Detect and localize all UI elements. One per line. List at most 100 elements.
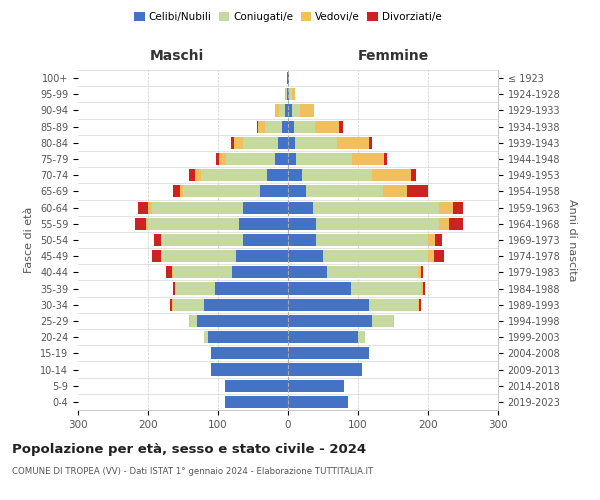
Bar bbox=[323, 250, 428, 262]
Bar bbox=[148, 218, 239, 230]
Bar bbox=[260, 186, 288, 198]
Bar bbox=[288, 250, 323, 262]
Bar bbox=[258, 120, 265, 132]
Bar bbox=[302, 169, 372, 181]
Bar bbox=[275, 153, 288, 165]
Bar bbox=[190, 315, 197, 327]
Bar bbox=[439, 218, 449, 230]
Bar bbox=[368, 137, 372, 149]
Bar bbox=[383, 186, 407, 198]
Bar bbox=[288, 186, 305, 198]
Bar bbox=[305, 186, 383, 198]
Bar bbox=[418, 298, 419, 311]
Bar bbox=[242, 202, 288, 213]
Bar bbox=[288, 315, 372, 327]
Bar bbox=[172, 298, 173, 311]
Bar bbox=[288, 234, 316, 246]
Bar bbox=[316, 234, 428, 246]
Bar bbox=[232, 266, 288, 278]
Bar bbox=[225, 396, 288, 408]
Bar bbox=[288, 72, 289, 84]
Bar bbox=[200, 169, 267, 181]
Bar bbox=[225, 380, 288, 392]
Bar bbox=[288, 169, 302, 181]
Text: Maschi: Maschi bbox=[150, 48, 204, 62]
Bar bbox=[154, 234, 161, 246]
Bar bbox=[162, 250, 235, 262]
Bar bbox=[151, 202, 242, 213]
Bar bbox=[288, 218, 316, 230]
Bar bbox=[288, 266, 326, 278]
Bar bbox=[287, 72, 288, 84]
Bar bbox=[288, 364, 361, 376]
Bar bbox=[242, 137, 277, 149]
Bar bbox=[287, 88, 288, 101]
Bar bbox=[288, 298, 368, 311]
Bar bbox=[289, 88, 292, 101]
Bar bbox=[235, 250, 288, 262]
Bar bbox=[137, 202, 148, 213]
Bar bbox=[358, 331, 365, 343]
Bar bbox=[288, 88, 289, 101]
Y-axis label: Anni di nascita: Anni di nascita bbox=[567, 198, 577, 281]
Bar bbox=[152, 250, 161, 262]
Legend: Celibi/Nubili, Coniugati/e, Vedovi/e, Divorziati/e: Celibi/Nubili, Coniugati/e, Vedovi/e, Di… bbox=[130, 8, 446, 26]
Bar bbox=[372, 315, 393, 327]
Bar bbox=[183, 186, 260, 198]
Bar bbox=[434, 250, 444, 262]
Bar bbox=[428, 250, 434, 262]
Bar bbox=[288, 380, 344, 392]
Bar bbox=[175, 282, 176, 294]
Bar bbox=[288, 104, 292, 117]
Bar bbox=[136, 218, 146, 230]
Bar bbox=[352, 153, 384, 165]
Bar bbox=[407, 186, 428, 198]
Bar bbox=[226, 153, 275, 165]
Bar bbox=[215, 282, 288, 294]
Bar bbox=[326, 266, 418, 278]
Bar bbox=[292, 88, 295, 101]
Bar bbox=[173, 282, 175, 294]
Bar bbox=[372, 169, 410, 181]
Bar bbox=[176, 282, 215, 294]
Bar bbox=[197, 315, 288, 327]
Bar bbox=[211, 348, 288, 360]
Bar bbox=[288, 202, 313, 213]
Bar bbox=[277, 137, 288, 149]
Bar bbox=[146, 218, 148, 230]
Bar bbox=[452, 202, 463, 213]
Bar bbox=[296, 153, 352, 165]
Bar bbox=[284, 104, 288, 117]
Bar bbox=[234, 137, 242, 149]
Bar bbox=[173, 266, 232, 278]
Bar bbox=[435, 234, 442, 246]
Bar bbox=[351, 282, 421, 294]
Bar bbox=[172, 266, 173, 278]
Bar bbox=[292, 104, 300, 117]
Bar bbox=[295, 137, 337, 149]
Bar bbox=[423, 282, 425, 294]
Bar bbox=[190, 169, 195, 181]
Bar bbox=[288, 348, 368, 360]
Bar bbox=[208, 331, 288, 343]
Bar bbox=[285, 88, 286, 101]
Bar bbox=[410, 169, 416, 181]
Bar bbox=[279, 104, 284, 117]
Bar bbox=[220, 153, 226, 165]
Bar bbox=[313, 202, 439, 213]
Bar bbox=[337, 137, 368, 149]
Bar bbox=[148, 202, 151, 213]
Bar bbox=[439, 202, 452, 213]
Y-axis label: Fasce di età: Fasce di età bbox=[25, 207, 34, 273]
Bar bbox=[428, 234, 435, 246]
Bar bbox=[421, 282, 423, 294]
Bar bbox=[393, 315, 394, 327]
Bar bbox=[204, 298, 288, 311]
Bar bbox=[288, 282, 351, 294]
Bar bbox=[368, 298, 418, 311]
Bar bbox=[286, 88, 287, 101]
Bar bbox=[283, 120, 288, 132]
Bar bbox=[288, 153, 296, 165]
Bar bbox=[288, 331, 358, 343]
Bar bbox=[162, 234, 242, 246]
